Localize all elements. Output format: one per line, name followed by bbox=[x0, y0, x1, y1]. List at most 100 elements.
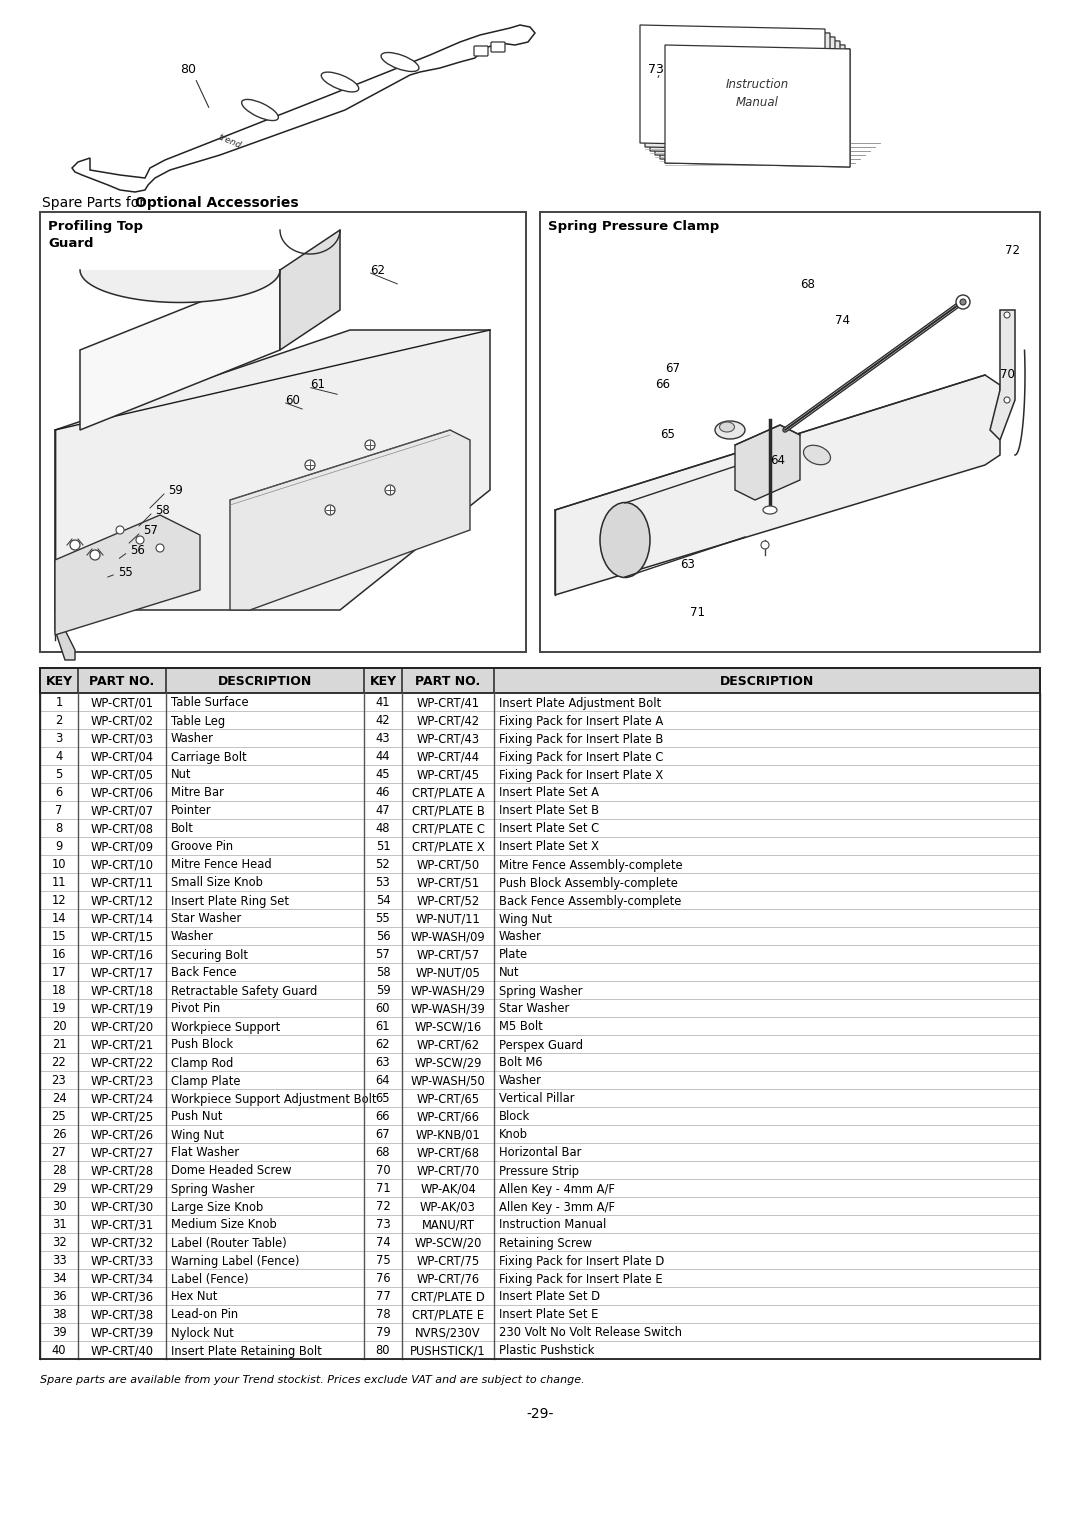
Polygon shape bbox=[665, 44, 850, 167]
Text: 34: 34 bbox=[52, 1273, 66, 1285]
Text: Insert Plate Set E: Insert Plate Set E bbox=[499, 1308, 598, 1322]
Text: 11: 11 bbox=[52, 877, 66, 889]
Circle shape bbox=[325, 504, 335, 515]
Text: WP-CRT/02: WP-CRT/02 bbox=[91, 715, 153, 727]
Text: WP-CRT/16: WP-CRT/16 bbox=[91, 949, 153, 961]
Text: 1: 1 bbox=[55, 697, 63, 709]
Text: WP-CRT/06: WP-CRT/06 bbox=[91, 787, 153, 799]
Polygon shape bbox=[555, 374, 1000, 594]
Text: WP-CRT/52: WP-CRT/52 bbox=[417, 894, 480, 908]
Text: WP-CRT/39: WP-CRT/39 bbox=[91, 1326, 153, 1340]
Polygon shape bbox=[650, 34, 835, 154]
Text: Fixing Pack for Insert Plate D: Fixing Pack for Insert Plate D bbox=[499, 1254, 664, 1268]
Text: Spring Washer: Spring Washer bbox=[499, 984, 582, 998]
Text: 77: 77 bbox=[376, 1291, 390, 1303]
Text: 70: 70 bbox=[1000, 368, 1015, 382]
Text: WP-CRT/32: WP-CRT/32 bbox=[91, 1236, 153, 1250]
Text: WP-WASH/29: WP-WASH/29 bbox=[410, 984, 485, 998]
Text: 72: 72 bbox=[376, 1201, 390, 1213]
Text: Nut: Nut bbox=[499, 967, 519, 979]
Polygon shape bbox=[654, 37, 840, 159]
Text: Fixing Pack for Insert Plate B: Fixing Pack for Insert Plate B bbox=[499, 732, 663, 746]
Text: 25: 25 bbox=[52, 1111, 66, 1123]
Text: WP-CRT/23: WP-CRT/23 bbox=[91, 1074, 153, 1088]
Text: 51: 51 bbox=[376, 840, 390, 854]
Ellipse shape bbox=[600, 503, 650, 578]
Text: Fixing Pack for Insert Plate X: Fixing Pack for Insert Plate X bbox=[499, 769, 663, 781]
Text: 19: 19 bbox=[52, 1002, 66, 1016]
Text: 63: 63 bbox=[376, 1056, 390, 1070]
Text: 29: 29 bbox=[52, 1183, 66, 1195]
Bar bbox=[40, 212, 526, 652]
Text: -29-: -29- bbox=[526, 1407, 554, 1421]
Text: Groove Pin: Groove Pin bbox=[171, 840, 233, 854]
Polygon shape bbox=[80, 270, 280, 429]
Text: Horizontal Bar: Horizontal Bar bbox=[499, 1146, 581, 1160]
Text: 61: 61 bbox=[376, 1021, 390, 1033]
Text: Back Fence Assembly-complete: Back Fence Assembly-complete bbox=[499, 894, 681, 908]
Text: 9: 9 bbox=[55, 840, 63, 854]
Text: WP-CRT/43: WP-CRT/43 bbox=[417, 732, 480, 746]
Text: 73: 73 bbox=[376, 1218, 390, 1232]
Text: 76: 76 bbox=[376, 1273, 390, 1285]
Text: 21: 21 bbox=[52, 1039, 66, 1051]
Text: WP-CRT/41: WP-CRT/41 bbox=[417, 697, 480, 709]
Text: PART NO.: PART NO. bbox=[416, 675, 481, 688]
Text: WP-CRT/42: WP-CRT/42 bbox=[417, 715, 480, 727]
Text: 52: 52 bbox=[376, 859, 390, 871]
Text: Securing Bolt: Securing Bolt bbox=[171, 949, 248, 961]
Text: Fixing Pack for Insert Plate E: Fixing Pack for Insert Plate E bbox=[499, 1273, 663, 1285]
Text: WP-CRT/08: WP-CRT/08 bbox=[91, 822, 153, 836]
Text: 41: 41 bbox=[376, 697, 390, 709]
Text: Vertical Pillar: Vertical Pillar bbox=[499, 1093, 575, 1105]
Text: 78: 78 bbox=[376, 1308, 390, 1322]
Text: Plate: Plate bbox=[499, 949, 528, 961]
Text: 70: 70 bbox=[376, 1164, 390, 1178]
Text: 56: 56 bbox=[376, 931, 390, 943]
Text: 62: 62 bbox=[370, 263, 384, 277]
Text: CRT/PLATE D: CRT/PLATE D bbox=[411, 1291, 485, 1303]
Text: 67: 67 bbox=[665, 362, 680, 374]
Text: Medium Size Knob: Medium Size Knob bbox=[171, 1218, 276, 1232]
Text: WP-WASH/39: WP-WASH/39 bbox=[410, 1002, 485, 1016]
Text: CRT/PLATE X: CRT/PLATE X bbox=[411, 840, 484, 854]
Text: WP-CRT/04: WP-CRT/04 bbox=[91, 750, 153, 764]
Text: 80: 80 bbox=[376, 1345, 390, 1357]
Text: 7: 7 bbox=[55, 805, 63, 817]
Text: Insert Plate Set X: Insert Plate Set X bbox=[499, 840, 599, 854]
Text: CRT/PLATE A: CRT/PLATE A bbox=[411, 787, 484, 799]
Text: PART NO.: PART NO. bbox=[90, 675, 154, 688]
Text: 48: 48 bbox=[376, 822, 390, 836]
Text: MANU/RT: MANU/RT bbox=[421, 1218, 474, 1232]
Text: Flat Washer: Flat Washer bbox=[171, 1146, 239, 1160]
Text: WP-CRT/21: WP-CRT/21 bbox=[91, 1039, 153, 1051]
Text: Instruction: Instruction bbox=[726, 78, 789, 92]
Text: M5 Bolt: M5 Bolt bbox=[499, 1021, 543, 1033]
Text: Insert Plate Set D: Insert Plate Set D bbox=[499, 1291, 600, 1303]
Text: CRT/PLATE B: CRT/PLATE B bbox=[411, 805, 485, 817]
Text: WP-CRT/09: WP-CRT/09 bbox=[91, 840, 153, 854]
Text: 57: 57 bbox=[376, 949, 390, 961]
Text: CRT/PLATE E: CRT/PLATE E bbox=[411, 1308, 484, 1322]
Text: 17: 17 bbox=[52, 967, 66, 979]
Text: WP-CRT/40: WP-CRT/40 bbox=[91, 1345, 153, 1357]
Text: Profiling Top
Guard: Profiling Top Guard bbox=[48, 220, 143, 251]
Text: WP-KNB/01: WP-KNB/01 bbox=[416, 1129, 481, 1141]
Polygon shape bbox=[735, 425, 800, 500]
Text: 4: 4 bbox=[55, 750, 63, 764]
Text: Retaining Screw: Retaining Screw bbox=[499, 1236, 592, 1250]
Text: Insert Plate Adjustment Bolt: Insert Plate Adjustment Bolt bbox=[499, 697, 661, 709]
Text: 74: 74 bbox=[835, 313, 850, 327]
Text: 80: 80 bbox=[180, 63, 195, 76]
Text: 22: 22 bbox=[52, 1056, 66, 1070]
Text: WP-AK/03: WP-AK/03 bbox=[420, 1201, 476, 1213]
Text: 58: 58 bbox=[376, 967, 390, 979]
Text: Push Nut: Push Nut bbox=[171, 1111, 222, 1123]
Text: Back Fence: Back Fence bbox=[171, 967, 237, 979]
Text: Workpiece Support: Workpiece Support bbox=[171, 1021, 280, 1033]
Text: Spring Pressure Clamp: Spring Pressure Clamp bbox=[548, 220, 719, 232]
Polygon shape bbox=[80, 270, 280, 303]
Text: 45: 45 bbox=[376, 769, 390, 781]
Text: WP-CRT/45: WP-CRT/45 bbox=[417, 769, 480, 781]
Text: Washer: Washer bbox=[171, 931, 214, 943]
